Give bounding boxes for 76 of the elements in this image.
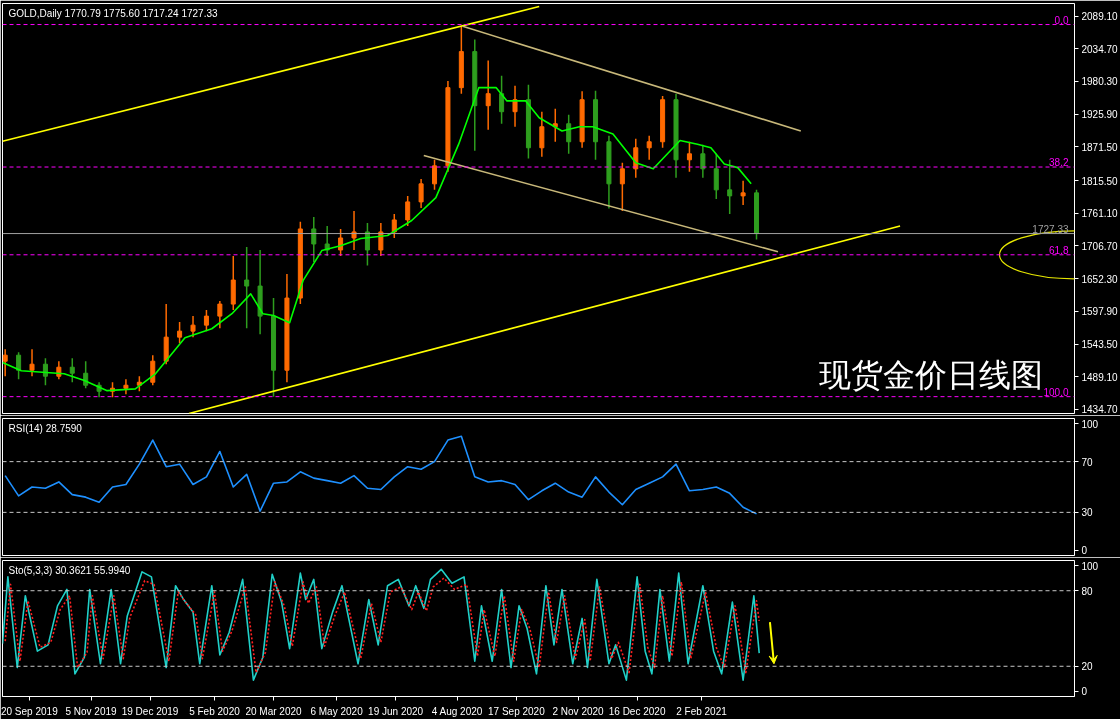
y-tick-label: 1489.10 xyxy=(1081,371,1119,383)
x-tick-label: 2 Nov 2020 xyxy=(552,705,605,717)
candlestick xyxy=(338,228,344,257)
candlestick xyxy=(311,216,317,263)
y-tick-label: 1871.50 xyxy=(1081,141,1119,153)
candlestick xyxy=(700,144,706,179)
y-tick-label: 100 xyxy=(1081,418,1099,430)
y-tick-label: 2034.70 xyxy=(1081,43,1119,55)
candlestick xyxy=(485,59,491,131)
y-tick-label: 1980.30 xyxy=(1081,76,1119,88)
y-tick-label: 30 xyxy=(1081,507,1094,519)
candlestick xyxy=(713,153,719,200)
y-tick-label: 0 xyxy=(1081,545,1088,557)
x-tick-label: 4 Aug 2020 xyxy=(431,705,483,717)
y-tick-label: 70 xyxy=(1081,456,1094,468)
candlestick xyxy=(740,180,746,206)
candlestick xyxy=(217,300,223,329)
candlestick xyxy=(351,210,357,251)
candlestick xyxy=(364,222,370,267)
annotation: 100.0 xyxy=(1043,386,1069,398)
y-tick-label: 20 xyxy=(1081,661,1094,673)
ref-line-label: 1727.33 xyxy=(1032,223,1069,235)
annotation: 61.8 xyxy=(1049,244,1069,256)
y-tick-label: 0 xyxy=(1081,686,1088,698)
y-tick-label: 1815.50 xyxy=(1081,175,1119,187)
candlestick xyxy=(512,85,518,128)
candlestick xyxy=(727,159,733,215)
y-tick-label: 2089.10 xyxy=(1081,11,1119,23)
candlestick xyxy=(190,315,196,338)
chart-title: GOLD,Daily 1770.79 1775.60 1717.24 1727.33 xyxy=(8,7,218,19)
y-tick-label: 80 xyxy=(1081,585,1094,597)
x-tick-label: 5 Nov 2019 xyxy=(65,705,118,717)
line-series xyxy=(2,86,752,392)
y-tick-label: 1597.90 xyxy=(1081,306,1119,318)
x-tick-label: 16 Dec 2020 xyxy=(608,705,666,717)
y-tick-label: 1434.70 xyxy=(1081,404,1119,416)
candlestick xyxy=(244,246,250,329)
y-tick-label: 1706.70 xyxy=(1081,240,1119,252)
y-tick-label: 1652.30 xyxy=(1081,273,1119,285)
annotation: 38.2 xyxy=(1049,157,1069,169)
candlestick xyxy=(619,162,625,212)
x-tick-label: 20 Sep 2019 xyxy=(0,705,59,717)
candlestick xyxy=(391,213,397,239)
candlestick xyxy=(646,135,652,161)
chart-title: Sto(5,3,3) 30.3621 55.9940 xyxy=(8,564,131,576)
annotation: 现货金价日线图 xyxy=(818,355,1043,394)
annotation: 0.0 xyxy=(1054,14,1069,26)
candlestick xyxy=(432,159,438,191)
x-tick-label: 20 Mar 2020 xyxy=(245,705,303,717)
y-tick-label: 1925.90 xyxy=(1081,109,1119,121)
line-series xyxy=(4,435,758,515)
candlestick xyxy=(539,110,545,158)
x-tick-label: 2 Feb 2021 xyxy=(676,705,728,717)
y-tick-label: 100 xyxy=(1081,560,1099,572)
x-tick-label: 6 May 2020 xyxy=(310,705,364,717)
candlestick xyxy=(150,354,156,386)
candlestick xyxy=(69,357,75,383)
candlestick xyxy=(499,74,505,125)
x-tick-label: 19 Jun 2020 xyxy=(368,705,424,717)
candlestick xyxy=(2,348,8,377)
candlestick xyxy=(29,348,35,377)
candlestick xyxy=(203,309,209,332)
candlestick xyxy=(418,178,424,209)
candlestick xyxy=(42,357,48,386)
candlestick xyxy=(686,141,692,173)
y-tick-label: 1543.50 xyxy=(1081,339,1119,351)
chart-title: RSI(14) 28.7590 xyxy=(8,422,83,434)
x-tick-label: 5 Feb 2020 xyxy=(189,705,241,717)
candlestick xyxy=(405,195,411,227)
y-tick-label: 1761.10 xyxy=(1081,208,1119,220)
candlestick xyxy=(16,351,22,380)
candlestick xyxy=(324,225,330,257)
x-tick-label: 19 Dec 2019 xyxy=(121,705,179,717)
x-tick-label: 17 Sep 2020 xyxy=(488,705,546,717)
candlestick xyxy=(177,321,183,344)
candlestick xyxy=(566,113,572,155)
